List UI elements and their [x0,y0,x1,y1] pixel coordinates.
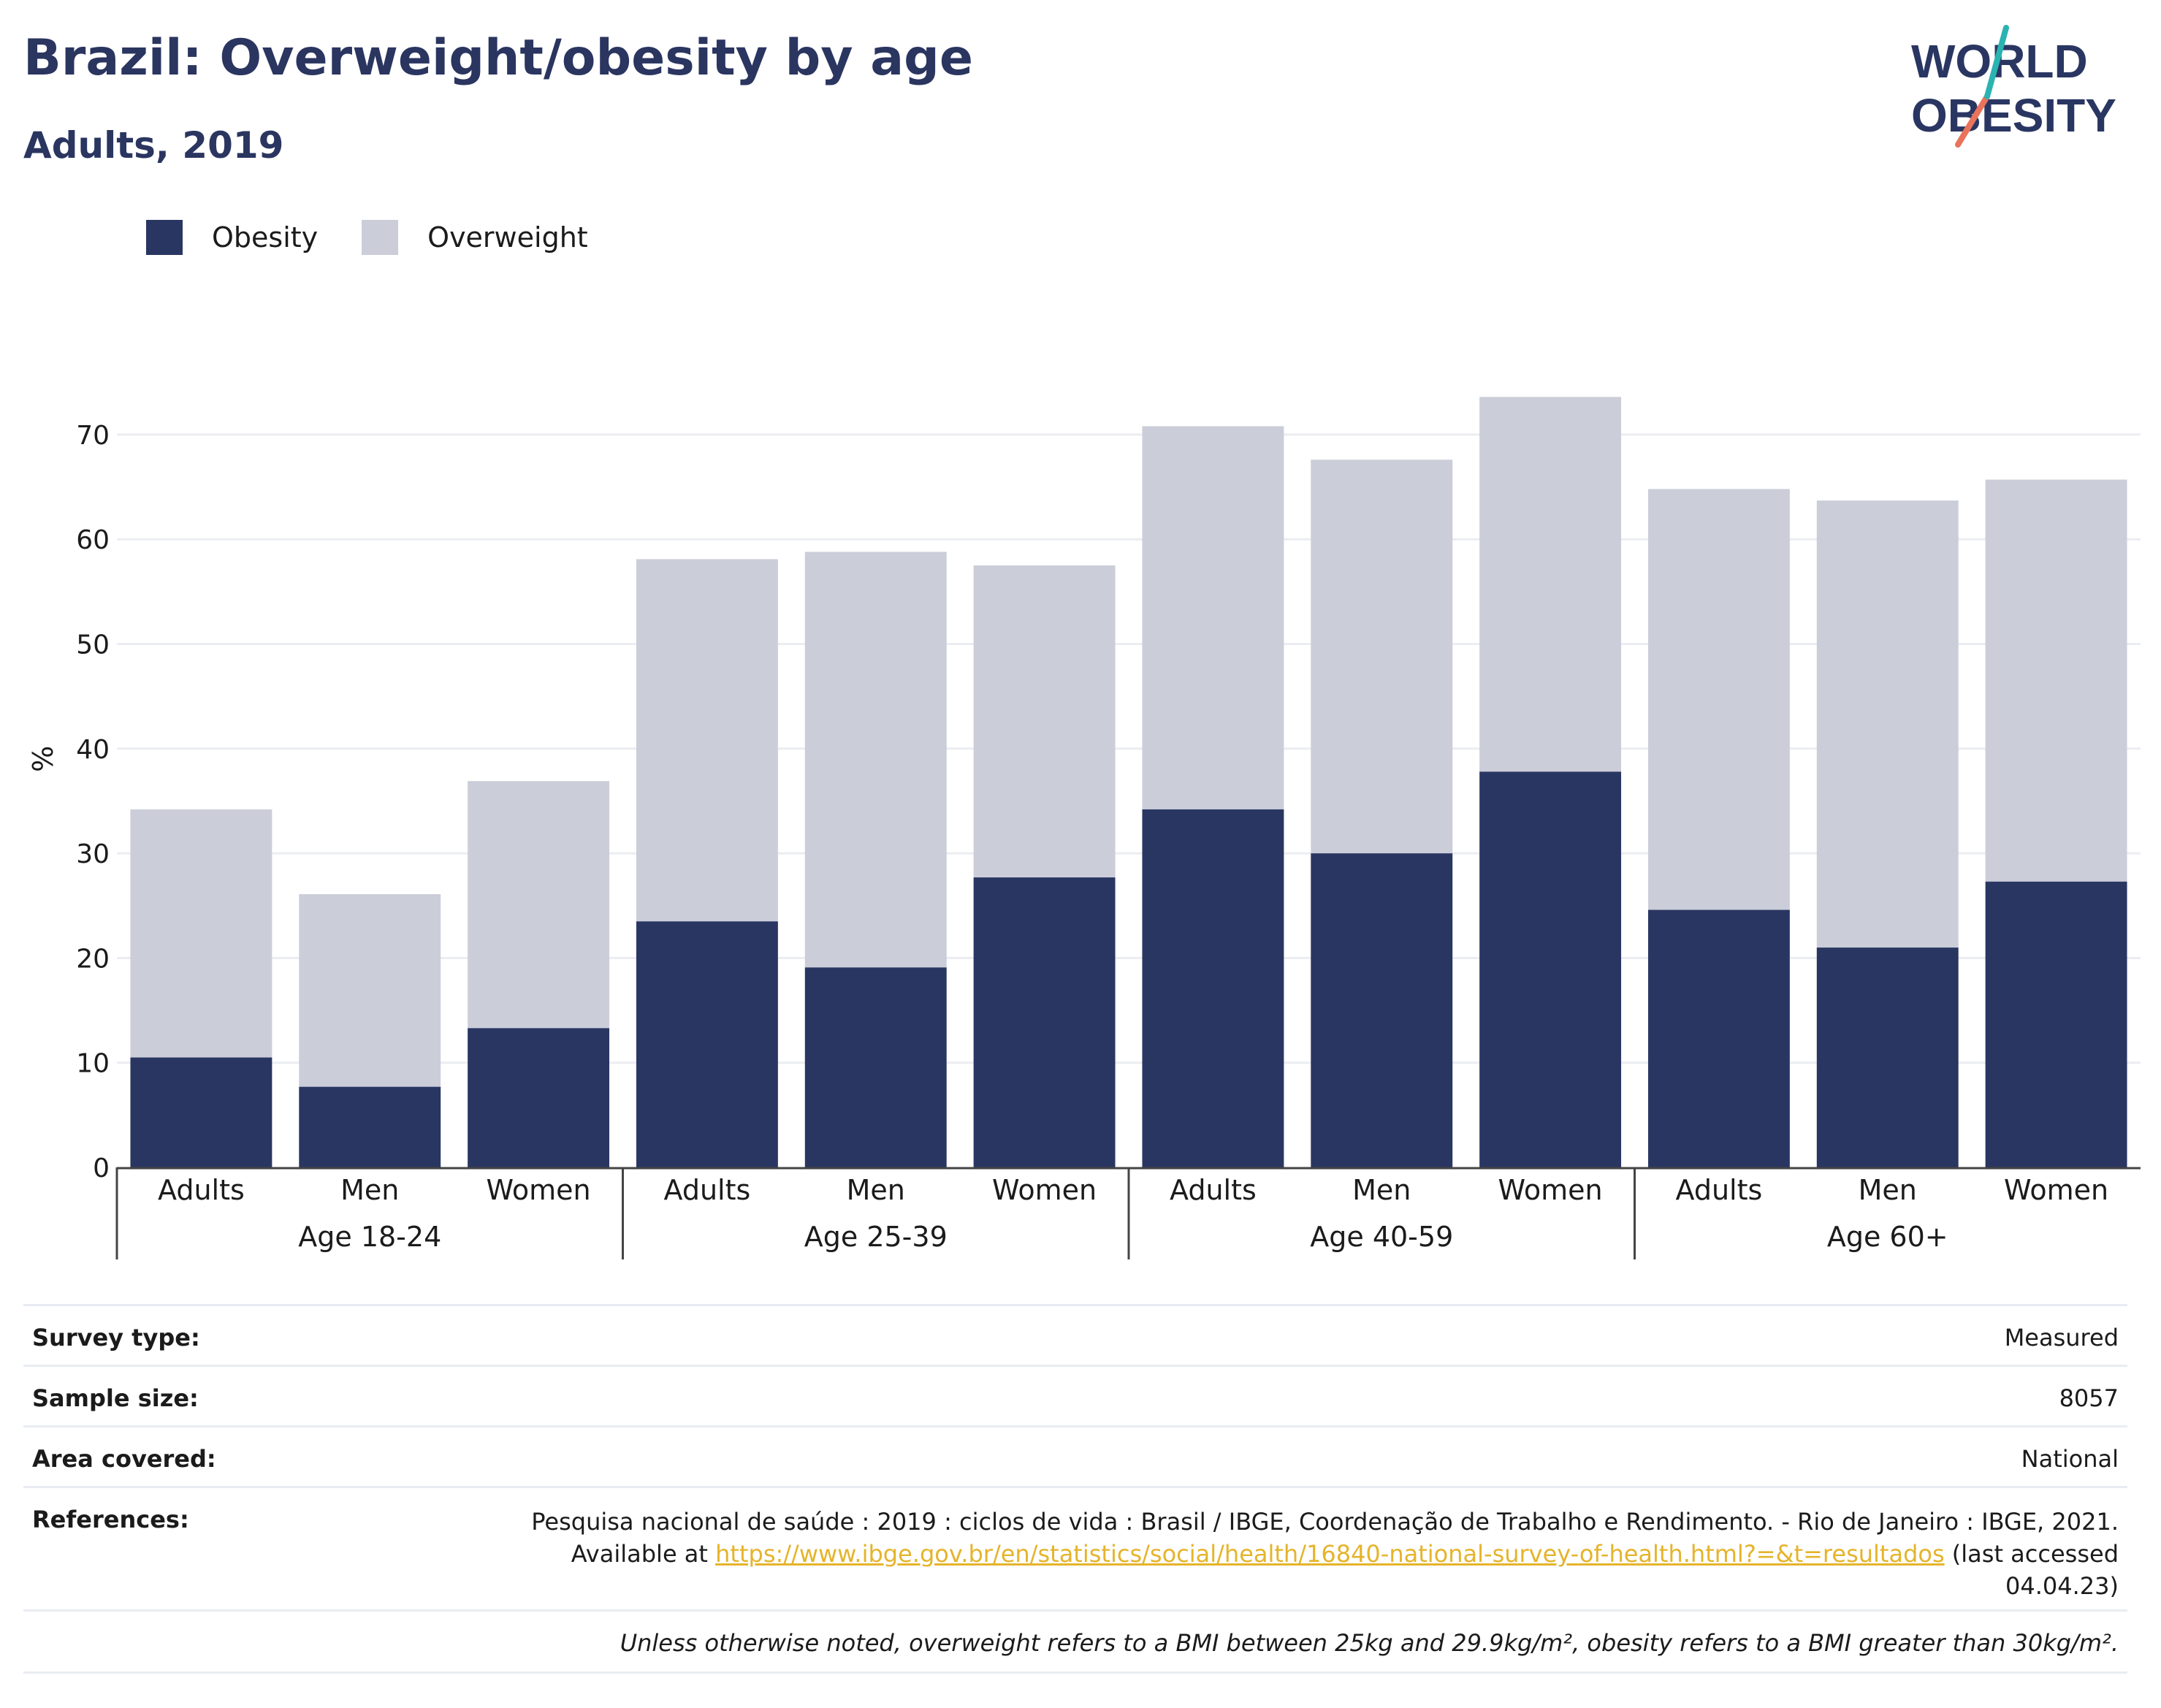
bar-overweight [468,781,610,1029]
bar-overweight [299,893,441,1087]
bar-obesity [1816,948,1959,1167]
x-tick-label: Women [992,1174,1097,1206]
legend-label-overweight: Overweight [427,221,588,253]
area-covered-value: National [2021,1445,2119,1473]
group-label: Age 60+ [1827,1221,1948,1253]
page-title: Brazil: Overweight/obesity by age [23,29,973,87]
bar-overweight [1647,489,1790,910]
references-label: References: [32,1506,189,1533]
bar-obesity [1311,853,1453,1167]
bar-obesity [130,1057,272,1167]
bar-obesity [636,921,778,1167]
bar-obesity [299,1086,441,1167]
sample-size-value: 8057 [2059,1384,2119,1412]
page-subtitle: Adults, 2019 [23,124,284,167]
bar-obesity [1479,771,1622,1167]
y-tick-label: 50 [76,630,110,660]
chart-legend: Obesity Overweight [146,218,632,257]
bar-overweight [1985,479,2127,882]
group-label: Age 40-59 [1310,1221,1453,1253]
x-tick-label: Women [1498,1174,1603,1206]
references-value: Pesquisa nacional de saúde : 2019 : cicl… [531,1506,2119,1602]
y-tick-label: 30 [76,839,110,869]
x-tick-label: Adults [158,1174,245,1206]
bar-overweight [130,809,272,1058]
references-prefix: Available at [571,1540,708,1568]
bar-obesity [973,877,1116,1167]
bar-obesity [804,967,947,1167]
x-tick-label: Women [487,1174,591,1206]
bar-overweight [1816,500,1959,948]
table-bottom-rule [23,1671,2127,1674]
x-tick-label: Men [340,1174,399,1206]
bar-overweight [973,565,1116,878]
stacked-bar-chart: 0 10 20 30 40 50 60 70% Adults Men Women Adults Men W… [27,397,2141,1259]
survey-type-value: Measured [2004,1324,2119,1351]
sample-size-label: Sample size: [32,1384,199,1412]
x-tick-label: Adults [1170,1174,1257,1206]
survey-type-label: Survey type: [32,1324,200,1351]
group-label: Age 25-39 [804,1221,948,1253]
legend-swatch-overweight [362,220,399,255]
y-tick-label: 70 [76,421,110,451]
x-tick-label: Men [1352,1174,1411,1206]
references-suffix: (last accessed [1951,1540,2119,1568]
bmi-definition-note: Unless otherwise noted, overweight refer… [620,1629,2119,1657]
info-table: Survey type: Measured Sample size: 8057 … [23,1304,2127,1674]
y-tick-label: 60 [76,525,110,555]
bar-overweight [1142,426,1284,809]
info-row-note: Unless otherwise noted, overweight refer… [23,1609,2127,1671]
bar-obesity [1985,881,2127,1167]
references-link[interactable]: https://www.ibge.gov.br/en/statistics/so… [715,1540,1945,1568]
bar-overweight [636,559,778,922]
legend-swatch-obesity [146,220,183,255]
bar-overweight [804,552,947,968]
y-tick-label: 20 [76,944,110,974]
references-line1: Pesquisa nacional de saúde : 2019 : cicl… [531,1508,2119,1536]
x-tick-label: Adults [664,1174,751,1206]
group-label: Age 18-24 [298,1221,441,1253]
bar-overweight [1479,397,1622,772]
x-tick-label: Men [1859,1174,1917,1206]
info-row-sample-size: Sample size: 8057 [23,1365,2127,1425]
x-tick-label: Adults [1676,1174,1763,1206]
bar-obesity [1647,910,1790,1167]
bar-overweight [1311,460,1453,854]
info-row-area: Area covered: National [23,1425,2127,1486]
legend-label-obesity: Obesity [212,221,319,253]
y-tick-label: 0 [93,1154,110,1183]
bar-obesity [1142,809,1284,1167]
world-obesity-logo: WORLD OBESITY [1911,25,2116,148]
y-tick-label: 10 [76,1049,110,1079]
info-row-survey-type: Survey type: Measured [23,1304,2127,1365]
y-tick-label: 40 [76,735,110,765]
svg-text:OBESITY: OBESITY [1911,89,2116,142]
x-tick-label: Men [847,1174,905,1206]
x-tick-label: Women [2004,1174,2108,1206]
references-date: 04.04.23) [2005,1572,2119,1600]
area-covered-label: Area covered: [32,1445,216,1473]
info-row-references: References: Pesquisa nacional de saúde :… [23,1486,2127,1609]
bar-obesity [468,1028,610,1167]
y-axis-label: % [27,746,59,772]
